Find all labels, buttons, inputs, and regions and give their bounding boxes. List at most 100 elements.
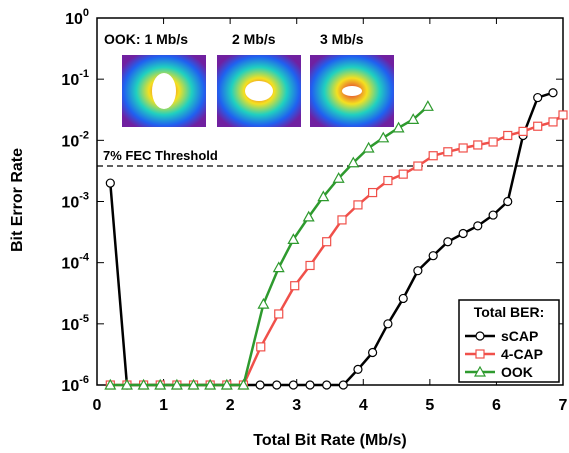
data-point <box>428 251 438 261</box>
data-point <box>347 156 360 168</box>
y-tick-label: 10-6 <box>61 374 89 395</box>
data-point <box>443 237 453 247</box>
legend-marker <box>473 365 487 377</box>
data-point <box>274 309 284 319</box>
y-tick-base: 10 <box>61 72 79 89</box>
data-point <box>362 141 375 153</box>
fec-threshold-label: 7% FEC Threshold <box>103 148 218 163</box>
data-point <box>383 319 393 329</box>
data-point <box>302 210 315 222</box>
data-point <box>322 380 332 390</box>
data-point <box>305 380 315 390</box>
x-tick-label: 4 <box>359 397 368 414</box>
legend-title: Total BER: <box>474 304 545 320</box>
data-point <box>353 200 363 210</box>
data-point <box>287 233 300 245</box>
data-point <box>120 378 133 390</box>
y-tick-label: 10-5 <box>61 313 89 334</box>
y-tick-base: 10 <box>61 195 79 212</box>
y-tick-exponent: -1 <box>79 68 89 80</box>
y-tick-exponent: -3 <box>79 191 89 203</box>
x-tick-label: 7 <box>559 397 568 414</box>
data-point <box>368 187 378 198</box>
data-point <box>473 140 483 150</box>
legend-label: 4-CAP <box>501 346 543 362</box>
data-point <box>256 342 266 352</box>
data-point <box>558 110 568 120</box>
data-point <box>353 364 363 374</box>
data-point <box>204 378 217 390</box>
data-point <box>413 266 423 276</box>
data-point <box>407 113 420 124</box>
data-point <box>548 88 558 98</box>
data-point <box>421 100 434 111</box>
data-point <box>104 378 117 390</box>
x-tick-label: 5 <box>425 397 434 414</box>
data-point <box>473 221 483 231</box>
x-tick-label: 1 <box>159 397 168 414</box>
data-point <box>255 380 265 390</box>
y-tick-exponent: -2 <box>79 129 89 141</box>
data-point <box>187 378 200 390</box>
data-point <box>317 190 330 202</box>
data-point <box>137 378 150 390</box>
data-point <box>257 297 270 309</box>
x-tick-label: 0 <box>93 397 102 414</box>
data-point <box>338 380 348 390</box>
y-tick-label: 10-4 <box>61 252 89 273</box>
legend-label: sCAP <box>501 328 538 344</box>
y-tick-base: 10 <box>61 133 79 150</box>
legend-box <box>458 299 560 383</box>
eye-opening <box>342 86 362 96</box>
data-point <box>368 347 378 358</box>
legend-marker <box>475 331 485 341</box>
x-tick-label: 3 <box>292 397 301 414</box>
data-point <box>332 172 345 183</box>
eye-opening <box>245 81 273 101</box>
data-point <box>322 237 332 247</box>
y-tick-exponent: -5 <box>79 313 89 325</box>
y-tick-exponent: 0 <box>83 7 89 19</box>
data-point <box>288 380 298 390</box>
data-point <box>398 293 408 304</box>
data-point <box>337 215 347 225</box>
data-point <box>533 92 543 103</box>
data-point <box>398 169 408 179</box>
y-tick-base: 10 <box>65 11 83 28</box>
y-tick-label: 10-3 <box>61 191 89 212</box>
y-tick-exponent: -6 <box>79 374 89 386</box>
eye-label: OOK: 1 Mb/s <box>104 31 188 47</box>
x-axis-label: Total Bit Rate (Mb/s) <box>253 432 406 449</box>
data-point <box>518 126 528 136</box>
data-point <box>105 178 115 188</box>
data-point <box>413 161 423 171</box>
y-tick-base: 10 <box>61 317 79 334</box>
data-point <box>290 281 300 291</box>
x-tick-label: 2 <box>226 397 235 414</box>
data-point <box>548 117 558 127</box>
data-point <box>220 378 233 390</box>
data-point <box>377 131 390 143</box>
y-tick-label: 10-2 <box>61 129 89 150</box>
legend-marker <box>475 349 485 359</box>
data-point <box>272 261 285 273</box>
data-point <box>428 151 438 161</box>
data-point <box>272 380 282 390</box>
data-point <box>443 147 453 157</box>
data-point <box>383 175 393 186</box>
data-point <box>503 196 513 207</box>
data-point <box>237 378 250 390</box>
data-point <box>488 210 498 220</box>
y-tick-base: 10 <box>61 256 79 273</box>
data-point <box>488 137 498 147</box>
series-line <box>109 91 554 387</box>
data-point <box>392 121 405 133</box>
x-tick-label: 6 <box>492 397 501 414</box>
eye-label: 3 Mb/s <box>320 31 364 47</box>
data-point <box>170 378 183 390</box>
data-point <box>458 228 468 239</box>
eye-diagrams <box>122 55 394 127</box>
legend-label: OOK <box>501 364 533 380</box>
data-point <box>503 130 513 141</box>
